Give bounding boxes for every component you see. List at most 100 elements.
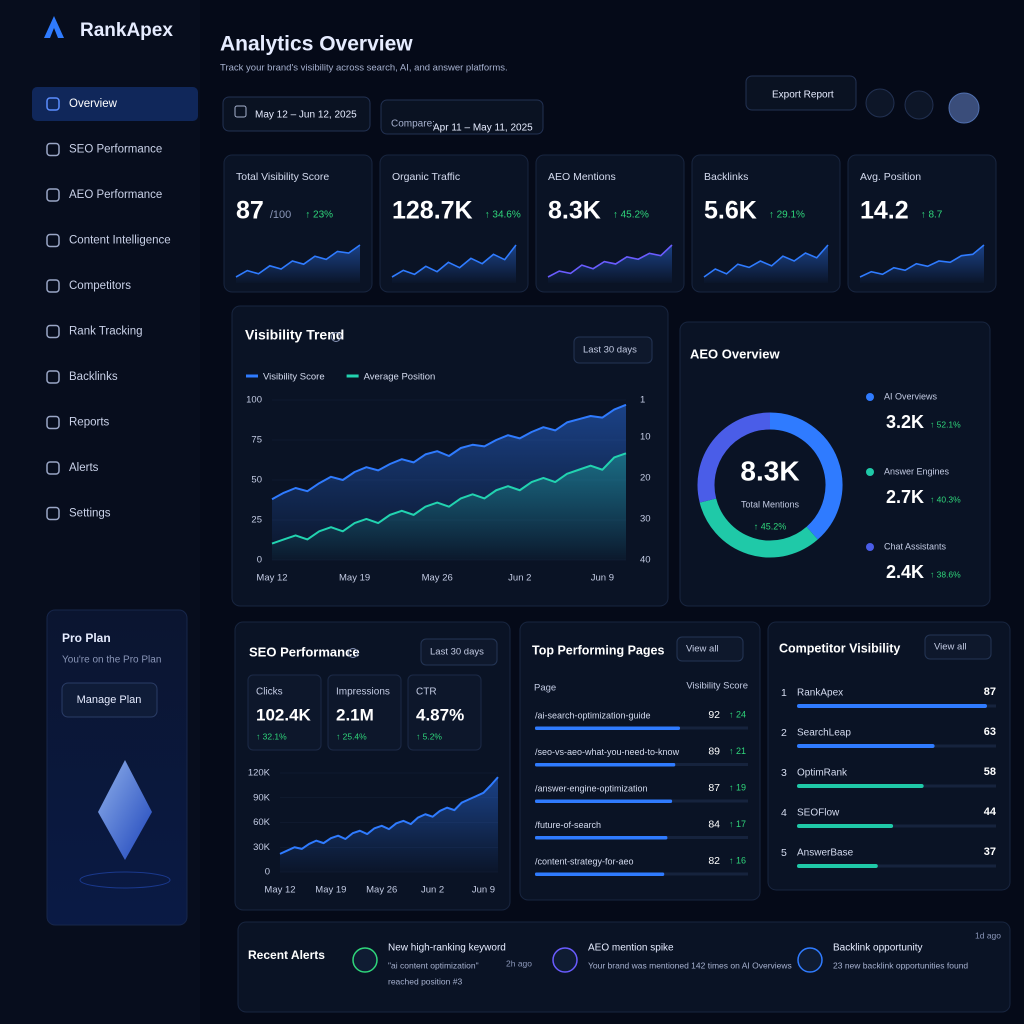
nav-item[interactable]: Reports [69,417,110,429]
kpi-value: 5.6K [704,197,757,225]
legend-label: Answer Engines [884,466,950,476]
donut-change: ↑ 45.2% [754,521,787,531]
kpi-value: 8.3K [548,197,601,225]
card-title: Recent Alerts [248,948,325,962]
metric-value: 2.1M [336,705,374,724]
competitor-rank: 5 [781,847,787,859]
date-picker[interactable] [222,96,371,132]
series-line [271,403,627,501]
view-all[interactable] [676,636,744,662]
competitor-name: SEOFlow [797,808,840,819]
nav-item[interactable]: Overview [69,98,118,110]
nav-item[interactable]: Rank Tracking [69,326,143,338]
y-tick-label: 120K [248,768,271,779]
competitor-bar [797,824,894,828]
manage-plan-label: Manage Plan [77,694,142,706]
kpi-change: ↑ 45.2% [613,210,649,221]
nav-item[interactable]: Backlinks [69,371,118,383]
legend-label: Average Position [364,372,436,383]
competitor-bar [797,704,987,708]
page-change: ↑ 17 [729,819,746,829]
nav-item[interactable]: AEO Performance [69,189,162,201]
kpi-unit: /100 [270,209,291,221]
nav-item[interactable]: Content Intelligence [69,235,171,247]
avatar[interactable] [948,92,980,124]
page-change: ↑ 21 [729,746,746,756]
x-tick-label: May 26 [366,885,397,896]
calendar-icon [234,105,247,118]
manage-plan-button[interactable] [61,682,158,718]
metric-box [247,674,322,751]
column-header: Visibility Score [686,681,748,692]
y-tick-label: 0 [265,867,270,878]
x-tick-label: Jun 9 [591,573,614,584]
plan-subtitle: You're on the Pro Plan [62,655,161,666]
metric-change: ↑ 25.4% [336,731,367,741]
alert-time: 1d ago [975,930,1001,940]
info-icon [331,332,341,342]
kpi-label: AEO Mentions [548,171,616,183]
metric-label: Clicks [256,687,283,698]
compare-label: Compare: [391,119,435,130]
card-title: SEO Performance [249,644,360,659]
range-select[interactable] [573,336,653,364]
kpi-sparkline [391,244,517,278]
nav-item[interactable]: SEO Performance [69,144,162,156]
competitor-bar [797,784,924,788]
nav-item[interactable]: Alerts [69,462,99,474]
nav-icon [46,233,60,248]
legend-label: Visibility Score [263,372,325,383]
alert-detail: 23 new backlink opportunities found [833,960,968,970]
legend-value: 2.4K [886,562,924,582]
score-bar [535,763,676,767]
kpi-value: 128.7K [392,197,473,225]
view-all[interactable] [924,634,992,660]
range-select-label: Last 30 days [430,647,484,658]
info-icon [348,648,358,658]
legend-change: ↑ 52.1% [930,419,961,429]
alert-title: New high-ranking keyword [388,943,506,954]
metric-box [327,674,402,751]
nav-item[interactable]: Settings [69,508,111,520]
page-score: 84 [708,818,720,830]
range-select[interactable] [420,638,498,666]
export-button[interactable] [745,75,857,111]
alert-icon [552,947,578,973]
metric-value: 102.4K [256,705,312,724]
nav-icon [46,279,60,293]
card-title: Competitor Visibility [779,641,900,655]
search-button[interactable] [865,88,895,118]
page-path: /answer-engine-optimization [535,783,648,793]
kpi-change: ↑ 34.6% [485,210,521,221]
kpi-change: ↑ 8.7 [921,210,943,221]
y-tick-label: 0 [257,555,262,566]
y2-tick-label: 10 [640,431,651,442]
nav-active [32,87,198,121]
range-select-label: Last 30 days [583,345,637,356]
competitor-name: OptimRank [797,768,848,779]
y-tick-label: 75 [251,435,262,446]
date-range: May 12 – Jun 12, 2025 [255,110,357,121]
competitor-rank: 3 [781,767,787,779]
nav-icon [46,324,60,339]
metric-box [407,674,482,751]
page-score: 89 [708,745,720,757]
logo-icon [44,16,64,38]
competitor-score: 58 [984,766,996,778]
page-score: 87 [708,782,720,794]
nav-item[interactable]: Competitors [69,280,131,292]
alert-title: Backlink opportunity [833,943,923,954]
kpi-change: ↑ 23% [305,210,333,221]
page-score: 92 [708,709,720,721]
brand-name: RankApex [80,20,173,41]
y2-tick-label: 30 [640,513,651,524]
alert-time: 2h ago [506,958,532,968]
view-all-label: View all [934,642,967,653]
notification-button[interactable] [904,90,934,120]
compare-picker[interactable] [380,99,544,135]
kpi-sparkline-area [392,245,516,283]
kpi-value: 14.2 [860,197,909,225]
legend-label: Chat Assistants [884,541,947,551]
